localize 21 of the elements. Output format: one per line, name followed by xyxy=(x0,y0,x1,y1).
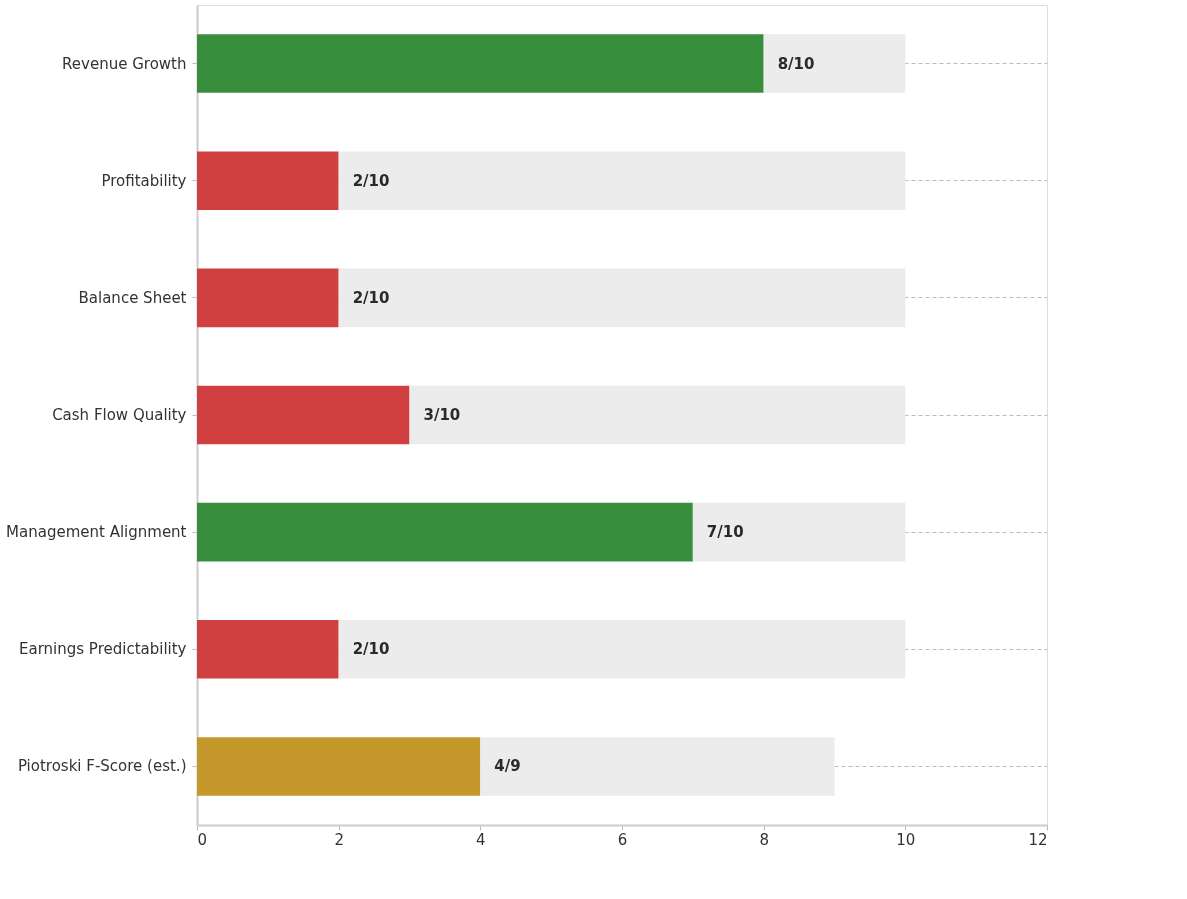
y-tick-label: Profitability xyxy=(101,171,187,190)
x-tick-label: 12 xyxy=(1028,830,1048,849)
y-tick-label: Management Alignment xyxy=(6,523,187,542)
x-tick-label: 4 xyxy=(476,830,486,849)
y-tick-label: Earnings Predictability xyxy=(19,640,187,659)
x-tick-label: 8 xyxy=(759,830,769,849)
annotation: 8/10 xyxy=(777,54,815,73)
x-tick-label: 10 xyxy=(896,830,916,849)
y-tick-label: Cash Flow Quality xyxy=(52,406,187,424)
y-tick-label: Balance Sheet xyxy=(78,288,187,307)
y-tick-label: Revenue Growth xyxy=(62,54,187,73)
annotation: 2/10 xyxy=(352,288,390,307)
x-tick-label: 0 xyxy=(197,830,208,849)
annotation: 3/10 xyxy=(423,406,461,424)
y-tick-label: Piotroski F-Score (est.) xyxy=(17,757,187,776)
x-tick-label: 6 xyxy=(617,830,628,849)
x-tick-label: 2 xyxy=(334,830,344,849)
annotation: 4/9 xyxy=(494,757,521,776)
annotation: 7/10 xyxy=(706,523,744,542)
annotation: 2/10 xyxy=(352,640,390,659)
annotation: 2/10 xyxy=(352,171,390,190)
